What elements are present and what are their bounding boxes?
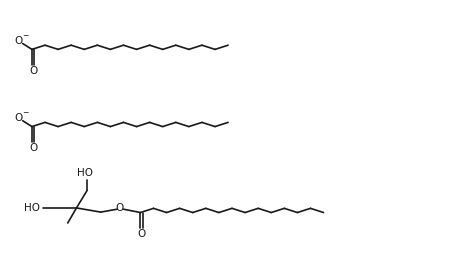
- Text: HO: HO: [24, 203, 40, 213]
- Text: −: −: [22, 31, 28, 40]
- Text: HO: HO: [77, 168, 93, 178]
- Text: O: O: [115, 203, 124, 213]
- Text: O: O: [14, 36, 23, 46]
- Text: O: O: [29, 143, 37, 153]
- Text: O: O: [29, 66, 37, 76]
- Text: −: −: [22, 108, 28, 117]
- Text: O: O: [14, 113, 23, 123]
- Text: O: O: [138, 229, 146, 239]
